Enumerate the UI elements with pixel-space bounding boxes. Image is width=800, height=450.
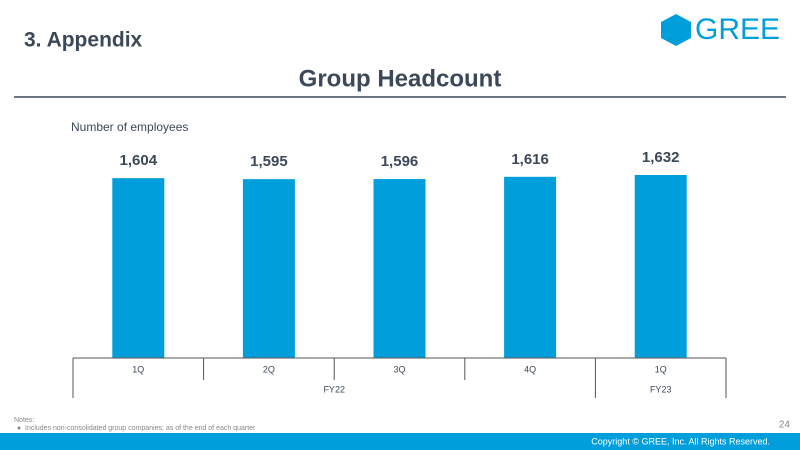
logo-mark bbox=[661, 14, 691, 46]
logo-text: GREE bbox=[695, 13, 780, 46]
footer-bar bbox=[0, 433, 800, 450]
value-label: 1,604 bbox=[120, 152, 158, 169]
bar bbox=[112, 178, 165, 358]
x-tick-label: 4Q bbox=[524, 364, 536, 374]
section-title: 3. Appendix bbox=[24, 29, 143, 52]
bar bbox=[634, 175, 687, 358]
bar bbox=[373, 179, 426, 358]
x-tick-label: 1Q bbox=[655, 364, 667, 374]
value-label: 1,596 bbox=[381, 153, 419, 170]
page-number: 24 bbox=[779, 420, 791, 431]
x-tick-label: 2Q bbox=[263, 364, 275, 374]
notes-title: Notes: bbox=[14, 417, 34, 424]
note-bullet bbox=[17, 426, 21, 430]
x-tick-label: 3Q bbox=[393, 364, 405, 374]
chart-title: Group Headcount bbox=[299, 65, 502, 92]
bar bbox=[504, 176, 557, 358]
note: Includes non-consolidated group companie… bbox=[25, 425, 256, 432]
value-label: 1,595 bbox=[250, 153, 288, 170]
copyright: Copyright © GREE, Inc. All Rights Reserv… bbox=[591, 436, 770, 446]
x-tick-label: 1Q bbox=[132, 364, 144, 374]
y-label: Number of employees bbox=[71, 120, 188, 134]
value-label: 1,616 bbox=[511, 151, 549, 168]
bar bbox=[242, 179, 295, 358]
value-label: 1,632 bbox=[642, 149, 680, 166]
x-group-label: FY23 bbox=[650, 384, 672, 394]
x-group-label: FY22 bbox=[323, 384, 345, 394]
